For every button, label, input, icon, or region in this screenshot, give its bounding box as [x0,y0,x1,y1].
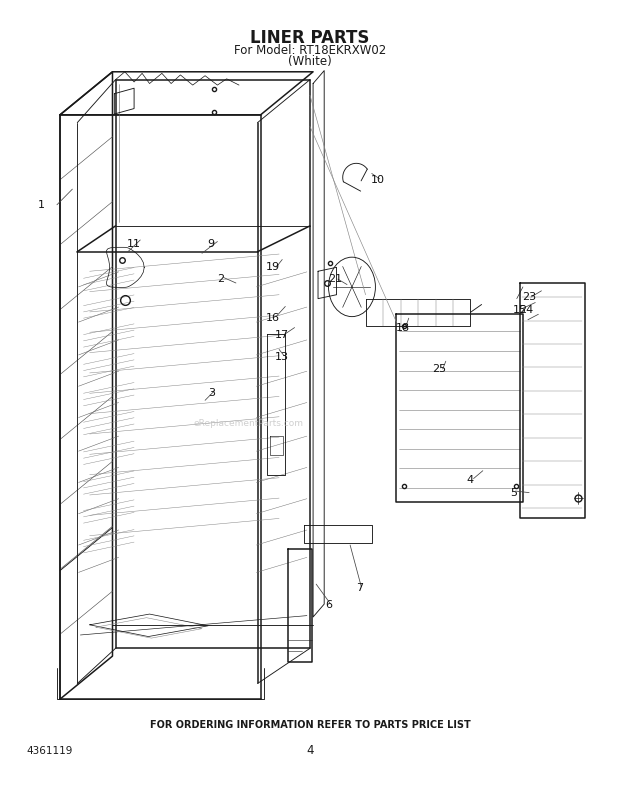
Text: (White): (White) [288,55,332,68]
Text: 23: 23 [522,292,536,302]
Text: 16: 16 [266,313,280,323]
Text: 9: 9 [208,239,215,249]
Text: 4: 4 [467,475,474,485]
Text: 13: 13 [275,352,289,363]
Text: 17: 17 [275,330,290,341]
Text: 1: 1 [38,199,45,210]
Text: 2: 2 [217,274,224,284]
Text: 7: 7 [356,583,363,593]
Text: LINER PARTS: LINER PARTS [250,29,370,47]
Text: 18: 18 [396,323,410,334]
Text: 11: 11 [127,239,141,249]
Text: 4: 4 [306,744,314,758]
Text: 15: 15 [513,305,527,316]
Text: FOR ORDERING INFORMATION REFER TO PARTS PRICE LIST: FOR ORDERING INFORMATION REFER TO PARTS … [149,720,471,730]
Text: eReplacementParts.com: eReplacementParts.com [193,419,303,429]
Text: For Model: RT18EKRXW02: For Model: RT18EKRXW02 [234,44,386,57]
Text: 5: 5 [510,487,517,498]
Text: 3: 3 [208,388,215,397]
Text: 10: 10 [371,175,385,184]
Text: 24: 24 [519,305,533,315]
Text: 21: 21 [327,274,342,284]
Text: 25: 25 [433,364,446,374]
Text: 6: 6 [325,601,332,610]
Text: 19: 19 [266,262,280,272]
Text: 4361119: 4361119 [26,746,73,756]
